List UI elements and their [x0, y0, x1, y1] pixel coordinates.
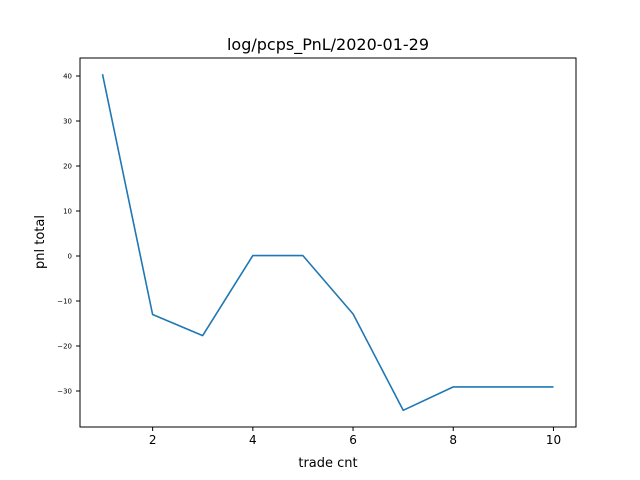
pnl-series-line	[101, 74, 554, 412]
x-tick-label: 8	[449, 433, 457, 447]
y-tick-label: −10	[57, 298, 72, 306]
x-tick-label: 4	[249, 433, 257, 447]
axes-frame	[79, 57, 577, 428]
y-tick-label: 20	[63, 163, 72, 171]
y-tick-label: 40	[63, 73, 72, 81]
x-tick-label: 10	[546, 433, 561, 447]
x-axis-label: trade cnt	[298, 456, 357, 471]
plot-area	[101, 74, 554, 412]
x-axis: 2 4 6 8 10	[149, 427, 561, 447]
y-tick-label: 10	[63, 208, 72, 216]
y-tick-label: 0	[68, 253, 72, 261]
x-tick-label: 6	[349, 433, 357, 447]
y-tick-label: −20	[57, 343, 72, 351]
y-tick-label: 30	[63, 118, 72, 126]
x-tick-label: 2	[149, 433, 157, 447]
y-axis-label: pnl total	[33, 215, 48, 269]
y-axis: −30 −20 −10 0 10 20 30 40	[57, 73, 80, 396]
chart-title: log/pcps_PnL/2020-01-29	[227, 35, 429, 55]
y-tick-label: −30	[57, 388, 72, 396]
